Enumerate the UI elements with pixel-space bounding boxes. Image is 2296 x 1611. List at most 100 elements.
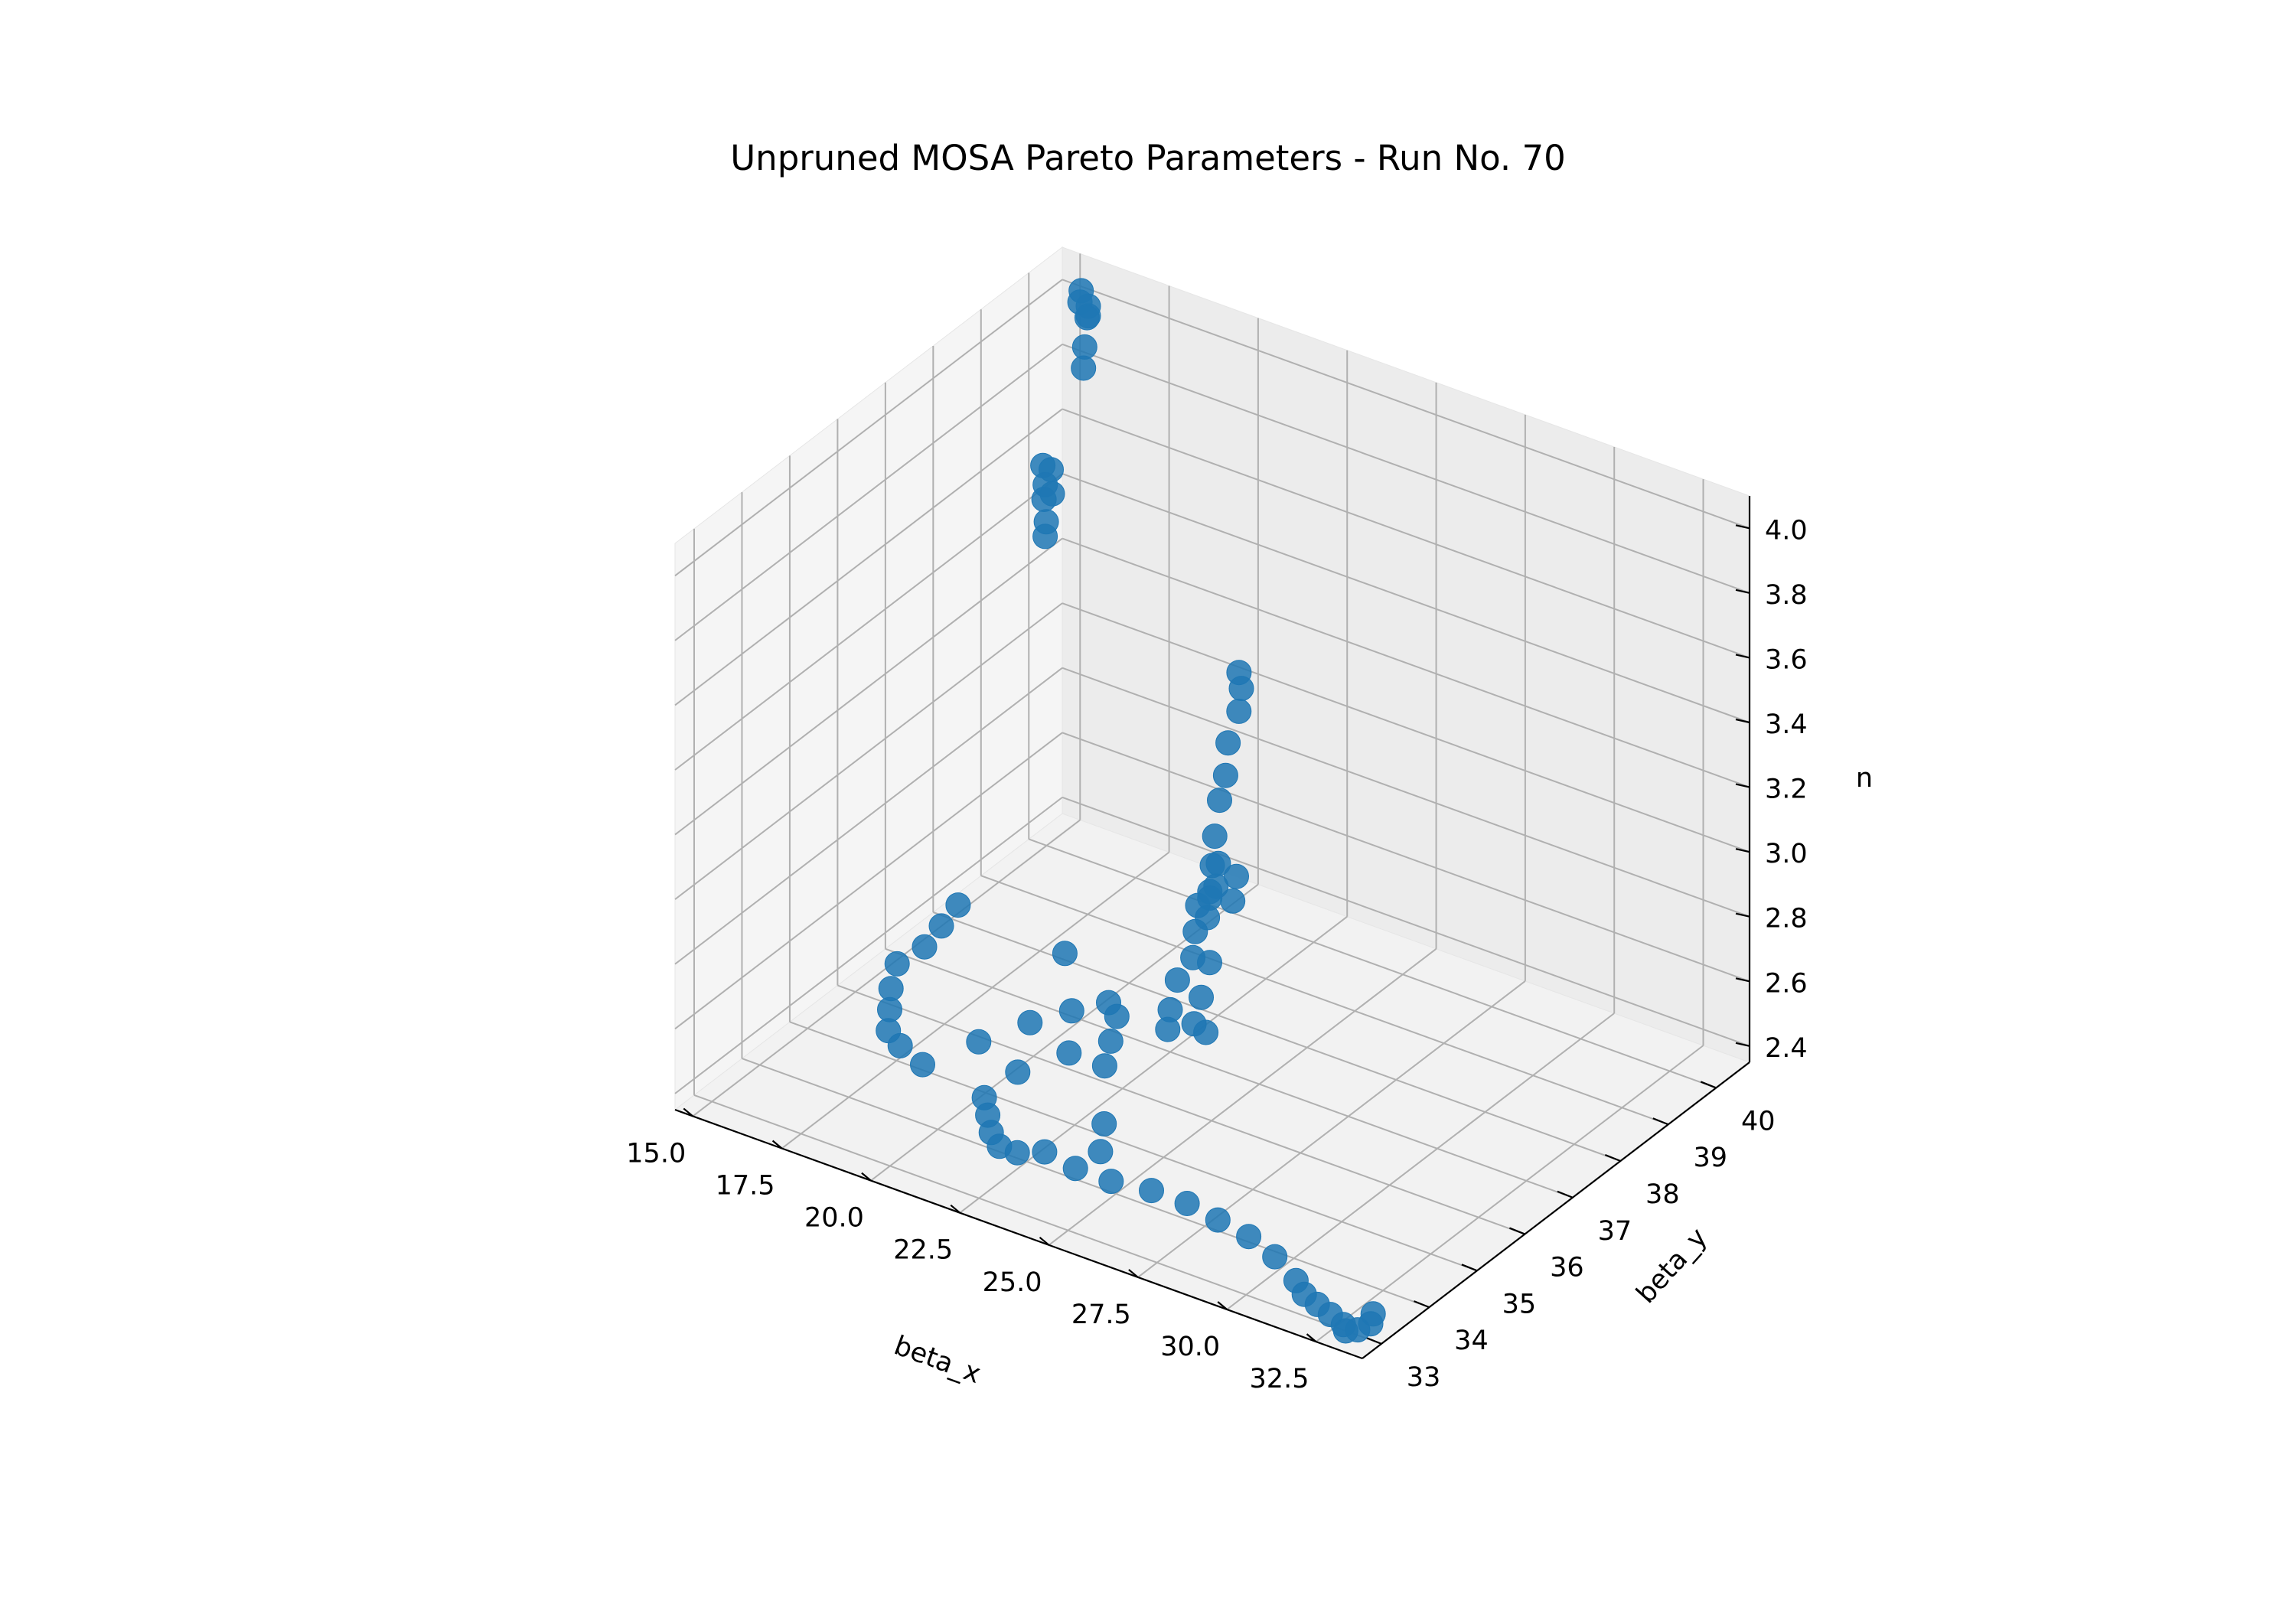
y-tick xyxy=(1461,1264,1478,1272)
z-tick-label: 2.8 xyxy=(1765,904,1808,934)
z-gridline xyxy=(674,667,1063,965)
z-tick xyxy=(1735,977,1750,983)
z-tick-label: 3.2 xyxy=(1765,775,1808,805)
data-point xyxy=(945,892,971,918)
z-tick xyxy=(1735,718,1750,724)
y-gridline xyxy=(1028,838,1717,1089)
z-tick xyxy=(1735,912,1750,918)
z-gridline xyxy=(674,797,1063,1094)
x-axis-label: beta_x xyxy=(890,1330,985,1390)
z-tick xyxy=(1735,654,1750,659)
x-gridline xyxy=(1137,980,1526,1278)
z-tick xyxy=(1735,1042,1750,1047)
data-point xyxy=(1032,523,1058,550)
x-gridline xyxy=(959,915,1348,1214)
data-point xyxy=(1199,853,1225,879)
x-gridline xyxy=(1226,1013,1615,1310)
chart-title: Unpruned MOSA Pareto Parameters - Run No… xyxy=(730,138,1566,178)
z-tick-label: 3.4 xyxy=(1765,709,1808,740)
axis-lines xyxy=(674,496,1751,1360)
z-gridline xyxy=(674,344,1063,641)
y-tick-label: 39 xyxy=(1694,1143,1728,1173)
data-point xyxy=(1224,863,1249,889)
y-gridline xyxy=(789,1021,1478,1272)
z-gridline xyxy=(674,602,1063,900)
y-tick xyxy=(1365,1336,1382,1345)
y-tick xyxy=(1414,1300,1430,1309)
data-point xyxy=(1091,1111,1117,1137)
z-tick-label: 3.6 xyxy=(1765,644,1808,675)
data-point xyxy=(884,951,910,977)
data-point xyxy=(910,1052,935,1078)
z-gridline xyxy=(1062,537,1750,788)
data-point xyxy=(1185,892,1211,918)
y-tick-label: 38 xyxy=(1645,1179,1680,1210)
data-point xyxy=(1097,1028,1124,1054)
x-gridline xyxy=(781,851,1170,1150)
z-gridline xyxy=(674,279,1063,577)
y-gridline xyxy=(837,984,1525,1235)
data-points xyxy=(876,278,1386,1344)
data-point xyxy=(1071,355,1097,381)
x-tick-label: 25.0 xyxy=(983,1267,1042,1298)
y-gridline xyxy=(693,1094,1382,1345)
x-tick xyxy=(683,1107,693,1117)
x-axis-line xyxy=(674,1108,1363,1360)
data-point xyxy=(1056,1040,1082,1066)
y-tick-label: 34 xyxy=(1454,1326,1489,1356)
data-point xyxy=(1174,1191,1200,1216)
x-tick xyxy=(861,1172,872,1182)
data-point xyxy=(1005,1059,1031,1085)
data-point xyxy=(1332,1318,1358,1344)
data-point xyxy=(1004,1140,1030,1166)
x-tick xyxy=(1306,1333,1317,1342)
x-tick-label: 17.5 xyxy=(716,1171,775,1202)
z-gridline xyxy=(1062,602,1750,853)
z-gridline xyxy=(1062,667,1750,918)
data-point xyxy=(1031,487,1057,512)
z-tick xyxy=(1735,848,1750,853)
z-gridline xyxy=(674,537,1063,836)
data-point xyxy=(1104,1003,1130,1029)
y-gridline xyxy=(885,947,1574,1198)
z-axis-label: n xyxy=(1856,763,1873,794)
data-point xyxy=(1182,918,1208,944)
x-tick-label: 22.5 xyxy=(893,1235,953,1266)
z-gridline xyxy=(674,732,1063,1030)
z-gridline xyxy=(1062,408,1750,659)
x-tick-label: 30.0 xyxy=(1160,1332,1220,1362)
data-point xyxy=(887,1032,913,1058)
axis-panes xyxy=(673,246,1751,1359)
data-point xyxy=(1062,1156,1088,1182)
x-tick xyxy=(771,1140,783,1150)
x-tick xyxy=(1039,1236,1050,1246)
data-point xyxy=(1236,1224,1262,1250)
data-point xyxy=(1202,823,1228,850)
y-tick-label: 36 xyxy=(1550,1253,1584,1283)
data-point xyxy=(1058,998,1084,1024)
z-tick-label: 2.4 xyxy=(1765,1033,1808,1064)
y-tick xyxy=(1508,1227,1525,1235)
data-point xyxy=(928,913,954,939)
tick-marks: 15.0 17.5 20.0 22.5 25.0 27.5 30.0 32.5 33 34 35 36… xyxy=(626,515,1807,1394)
data-point xyxy=(1226,698,1252,724)
grid-lines xyxy=(674,253,1750,1345)
z-tick-label: 2.6 xyxy=(1765,968,1808,999)
data-point xyxy=(1205,1207,1231,1233)
data-point xyxy=(1180,944,1206,970)
data-point xyxy=(1139,1178,1164,1204)
x-tick-label: 15.0 xyxy=(626,1138,686,1169)
data-point xyxy=(1181,1011,1207,1037)
z-tick-label: 3.0 xyxy=(1765,839,1808,869)
data-point xyxy=(1017,1009,1043,1035)
data-point xyxy=(1052,941,1078,967)
z-tick-label: 3.8 xyxy=(1765,580,1808,611)
x-tick xyxy=(1217,1301,1228,1310)
y-gridline xyxy=(980,875,1669,1126)
z-gridline xyxy=(674,473,1063,771)
data-point xyxy=(1088,1139,1114,1165)
x-gridline xyxy=(1315,1045,1704,1342)
y-tick-label: 37 xyxy=(1598,1216,1632,1247)
